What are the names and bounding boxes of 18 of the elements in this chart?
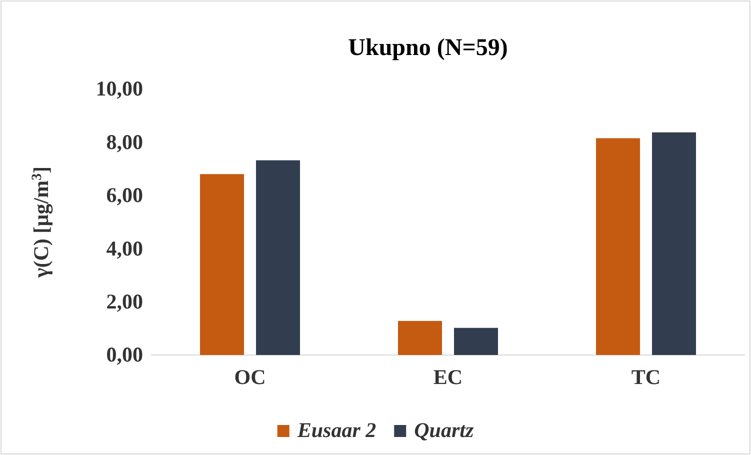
y-tick-label: 0,00	[106, 342, 143, 367]
x-tick-label: EC	[433, 364, 463, 389]
bar	[398, 320, 442, 355]
legend-label: Eusaar 2	[296, 418, 377, 442]
chart-title: Ukupno (N=59)	[348, 35, 508, 61]
bar	[200, 174, 244, 355]
bar	[596, 138, 640, 355]
x-tick-label: TC	[631, 364, 661, 389]
y-tick-label: 6,00	[106, 183, 143, 208]
bar	[652, 132, 696, 355]
legend-label: Quartz	[414, 418, 474, 442]
y-tick-label: 8,00	[106, 130, 143, 154]
y-tick-label: 10,00	[96, 76, 143, 101]
x-tick-label: OC	[234, 364, 266, 389]
y-tick-label: 4,00	[106, 236, 143, 260]
bar	[454, 328, 498, 355]
y-tick-label: 2,00	[106, 290, 143, 314]
bar	[256, 160, 300, 355]
